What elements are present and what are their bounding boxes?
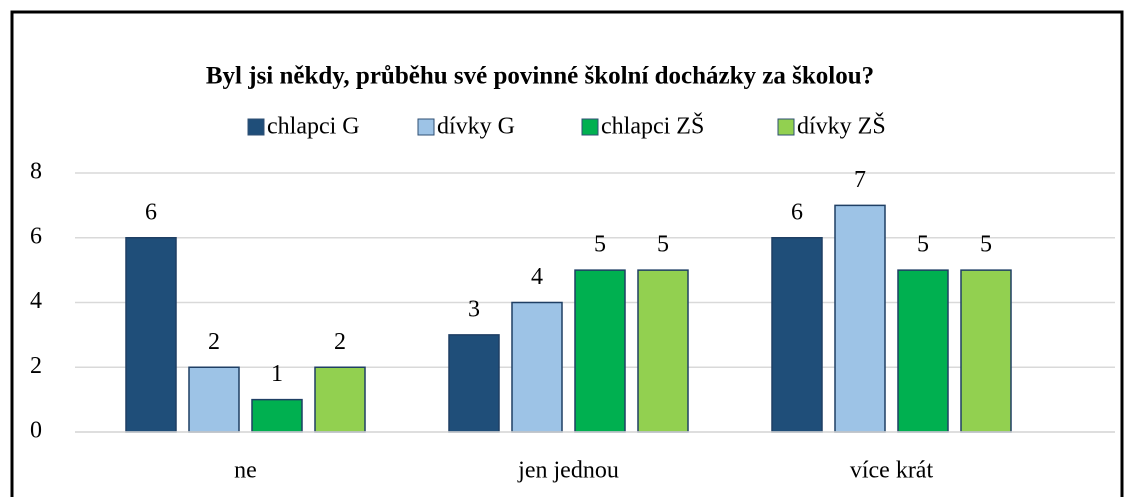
legend-swatch <box>777 118 795 136</box>
value-label: 7 <box>854 167 866 193</box>
bar <box>125 237 177 433</box>
value-label: 2 <box>334 329 346 355</box>
x-tick-label: více krát <box>850 458 934 484</box>
legend-swatch <box>417 118 435 136</box>
bar <box>448 334 500 433</box>
legend-label: dívky G <box>437 114 515 140</box>
value-label: 6 <box>145 199 157 225</box>
bar <box>771 237 823 433</box>
legend-swatch <box>581 118 599 136</box>
y-tick-label: 2 <box>30 353 42 379</box>
bar <box>834 204 886 433</box>
bar <box>511 301 563 433</box>
bar <box>314 366 366 433</box>
y-tick-label: 8 <box>30 159 42 185</box>
value-label: 5 <box>917 232 929 258</box>
bar <box>960 269 1012 433</box>
value-label: 5 <box>980 232 992 258</box>
bar <box>188 366 240 433</box>
legend-label: dívky ZŠ <box>797 113 886 140</box>
bar <box>897 269 949 433</box>
chart-title: Byl jsi někdy, průběhu své povinné školn… <box>206 63 874 90</box>
value-label: 4 <box>531 264 543 290</box>
y-tick-label: 0 <box>30 418 42 444</box>
value-label: 5 <box>594 232 606 258</box>
value-label: 6 <box>791 199 803 225</box>
y-tick-label: 6 <box>30 223 42 249</box>
x-tick-label: ne <box>234 458 257 484</box>
x-tick-label: jen jednou <box>517 458 619 484</box>
legend-label: chlapci ZŠ <box>601 113 704 140</box>
bar <box>251 398 303 433</box>
value-label: 1 <box>271 361 283 387</box>
legend-label: chlapci G <box>267 114 360 140</box>
legend-swatch <box>247 118 265 136</box>
value-label: 3 <box>468 296 480 322</box>
value-label: 2 <box>208 329 220 355</box>
value-label: 5 <box>657 232 669 258</box>
y-tick-label: 4 <box>30 288 42 314</box>
bar <box>637 269 689 433</box>
bar <box>574 269 626 433</box>
